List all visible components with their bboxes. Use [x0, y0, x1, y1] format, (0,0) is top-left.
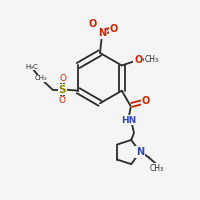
Text: CH₂: CH₂ — [35, 75, 48, 81]
Text: O: O — [110, 24, 118, 34]
Text: S: S — [59, 85, 66, 95]
Text: N: N — [98, 28, 106, 38]
Text: -: - — [88, 17, 91, 23]
Text: O: O — [141, 96, 150, 106]
Text: CH₃: CH₃ — [150, 164, 164, 173]
Text: H₃C: H₃C — [25, 64, 38, 70]
Text: HN: HN — [121, 116, 136, 125]
Text: O: O — [134, 55, 142, 65]
Text: O: O — [59, 96, 66, 105]
Text: N: N — [136, 147, 144, 157]
Text: O: O — [59, 74, 66, 83]
Text: CH₃: CH₃ — [145, 55, 159, 64]
Text: +: + — [103, 26, 109, 32]
Text: O: O — [88, 19, 96, 29]
